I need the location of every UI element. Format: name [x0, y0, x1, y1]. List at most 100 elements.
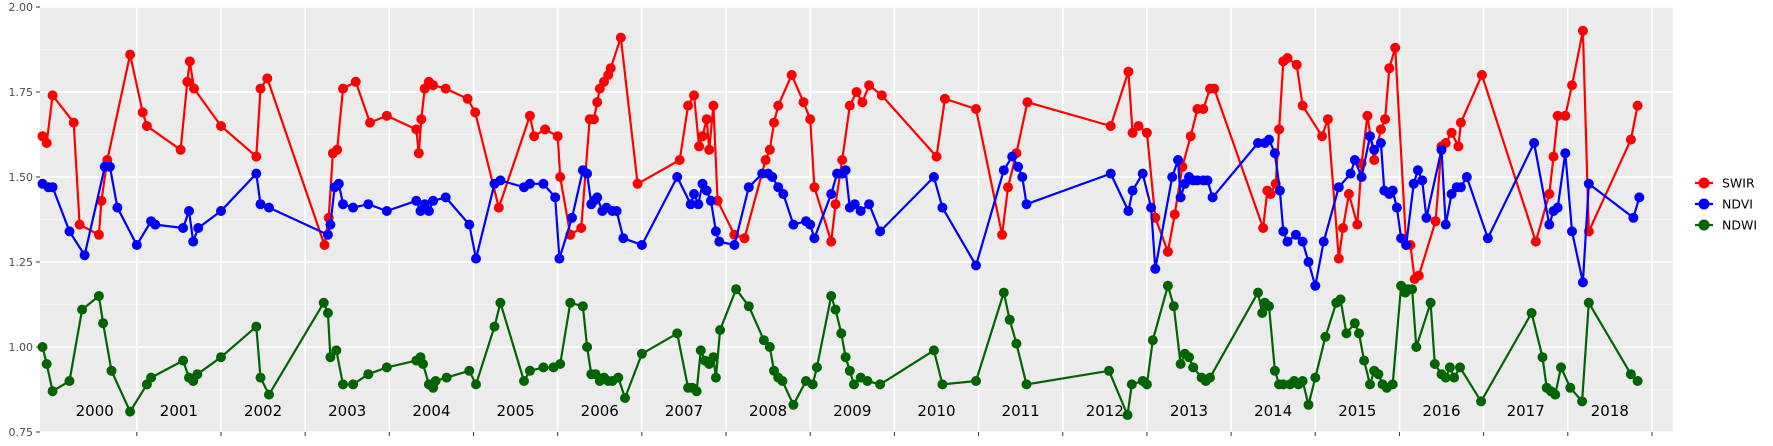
data-point	[1253, 287, 1263, 298]
data-point	[1552, 110, 1563, 121]
data-point	[440, 83, 451, 94]
data-point	[1411, 342, 1422, 352]
data-point	[1205, 372, 1215, 383]
legend-item-ndvi: NDVI	[1695, 197, 1753, 212]
data-point	[1021, 199, 1032, 210]
data-point	[1552, 202, 1563, 213]
data-point	[489, 321, 500, 332]
data-point	[1198, 104, 1209, 114]
data-point	[519, 376, 529, 386]
data-point	[555, 172, 566, 182]
data-point	[1297, 100, 1308, 111]
data-point	[251, 168, 262, 179]
data-point	[493, 202, 504, 213]
data-point	[411, 195, 422, 206]
data-point	[1375, 138, 1386, 148]
data-point	[758, 335, 769, 346]
data-point	[1127, 127, 1138, 138]
data-point	[1444, 362, 1455, 373]
data-point	[1274, 185, 1285, 196]
data-point	[1141, 379, 1152, 390]
data-point	[1011, 338, 1022, 349]
data-point	[1122, 410, 1133, 420]
legend: SWIR NDVI NDWI	[1695, 176, 1757, 233]
data-point	[683, 100, 694, 111]
data-point	[855, 206, 866, 216]
data-point	[251, 151, 262, 162]
data-point	[175, 144, 186, 155]
data-point	[348, 379, 359, 390]
data-point	[1632, 376, 1643, 386]
data-point	[1577, 396, 1588, 407]
data-point	[701, 185, 712, 196]
series-swir	[37, 25, 1643, 284]
data-point	[672, 172, 683, 182]
data-point	[809, 233, 820, 244]
data-point	[1365, 131, 1375, 142]
data-point	[773, 100, 784, 111]
data-point	[264, 202, 274, 213]
data-point	[333, 178, 344, 189]
data-point	[1455, 117, 1466, 128]
data-point	[826, 189, 837, 199]
data-point	[1297, 376, 1308, 386]
data-point	[1476, 70, 1487, 80]
data-point	[1384, 63, 1395, 74]
data-point	[1482, 233, 1493, 244]
data-point	[79, 250, 90, 261]
data-point	[998, 165, 1009, 176]
data-point	[428, 80, 439, 91]
data-point	[708, 352, 719, 363]
data-point	[1560, 110, 1571, 121]
data-point	[363, 199, 374, 210]
data-point	[264, 389, 274, 400]
data-point	[262, 73, 273, 84]
data-point	[1146, 202, 1157, 213]
data-point	[325, 219, 336, 230]
data-point	[1380, 114, 1391, 125]
data-point	[462, 93, 473, 104]
data-point	[1567, 80, 1577, 91]
data-point	[1625, 134, 1636, 145]
data-point	[1123, 206, 1134, 216]
data-point	[592, 192, 603, 203]
data-point	[807, 379, 818, 390]
data-point	[255, 199, 266, 210]
data-point	[1022, 97, 1033, 108]
data-point	[188, 236, 199, 247]
legend-label: SWIR	[1722, 176, 1755, 191]
data-point	[840, 165, 851, 176]
data-point	[1175, 192, 1186, 203]
year-labels: 2000 2001 2002 2003 2004 2005 2006 2007 2008 2009…	[76, 402, 1629, 420]
y-tick-label: 1.75	[9, 86, 34, 99]
data-point	[1632, 100, 1643, 111]
data-point	[613, 372, 624, 383]
data-point	[1550, 389, 1561, 400]
data-point	[1184, 352, 1194, 363]
data-point	[1577, 25, 1588, 36]
data-point	[1282, 236, 1293, 247]
data-point	[471, 253, 481, 264]
data-point	[1127, 185, 1138, 196]
data-point	[1322, 114, 1333, 125]
data-point	[1455, 182, 1466, 193]
data-point	[998, 287, 1009, 298]
data-point	[381, 110, 392, 121]
data-point	[1320, 331, 1331, 342]
data-point	[322, 229, 333, 240]
data-point	[592, 97, 603, 108]
data-point	[47, 386, 58, 397]
legend-key-point	[1698, 177, 1710, 189]
data-point	[1349, 318, 1360, 329]
data-point	[348, 202, 359, 213]
data-point	[805, 114, 816, 125]
data-point	[1455, 362, 1465, 373]
data-point	[1625, 369, 1636, 380]
data-point	[1449, 372, 1460, 383]
data-point	[971, 376, 981, 386]
data-point	[1282, 53, 1293, 63]
data-point	[773, 182, 784, 193]
data-point	[729, 240, 740, 250]
data-point	[1628, 212, 1639, 223]
data-point	[705, 195, 716, 206]
